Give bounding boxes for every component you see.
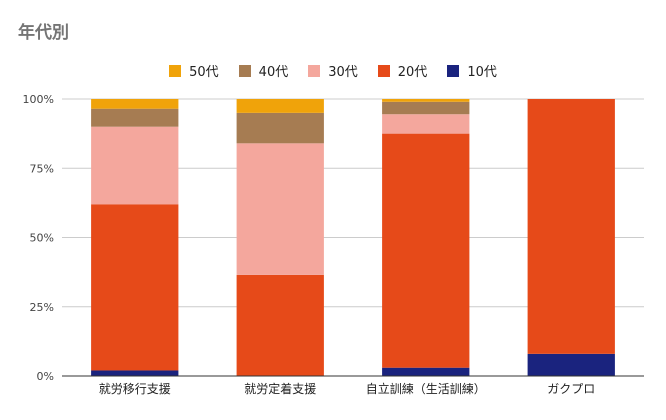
- y-tick-label: 50%: [30, 232, 54, 245]
- x-category-label: 自立訓練（生活訓練）: [366, 381, 486, 396]
- y-tick-label: 75%: [30, 162, 54, 175]
- legend-swatch: [447, 64, 460, 77]
- legend-item: 40代: [238, 61, 289, 80]
- bar-segment: [91, 370, 179, 376]
- bar-segment: [382, 99, 470, 102]
- bar-segment: [236, 143, 324, 275]
- legend-item: 30代: [308, 61, 358, 80]
- legend-label: 20代: [397, 65, 428, 80]
- y-tick-label: 100%: [23, 93, 54, 106]
- bar-segment: [236, 112, 324, 144]
- legend-label: 50代: [189, 65, 219, 80]
- y-tick-label: 0%: [37, 370, 54, 383]
- bar-segment: [91, 204, 179, 371]
- x-category-label: ガクプロ: [547, 382, 595, 396]
- bar-segment: [527, 99, 615, 354]
- bar-segment: [91, 108, 179, 127]
- legend-swatch: [169, 64, 182, 77]
- legend-swatch: [377, 64, 390, 77]
- legend-label: 10代: [467, 65, 497, 80]
- legend-item: 20代: [377, 61, 428, 80]
- bar-segment: [91, 99, 179, 109]
- bar-segment: [527, 353, 615, 376]
- legend: 50代 40代 30代 20代 10代: [0, 61, 666, 80]
- bar-segment: [382, 133, 470, 368]
- bar-segment: [236, 274, 324, 376]
- x-category-label: 就労移行支援: [99, 382, 171, 396]
- bar-segment: [91, 126, 179, 205]
- y-tick-label: 25%: [30, 301, 54, 314]
- chart-title: 年代別: [18, 23, 69, 43]
- legend-swatch: [308, 64, 321, 77]
- bar-segment: [382, 367, 470, 376]
- legend-item: 10代: [447, 61, 497, 80]
- bar-segment: [382, 101, 470, 115]
- legend-swatch: [238, 64, 251, 77]
- legend-label: 30代: [328, 65, 358, 80]
- legend-label: 40代: [258, 65, 289, 80]
- bar-segment: [382, 114, 470, 134]
- x-category-label: 就労定着支援: [244, 381, 316, 396]
- bar-segment: [236, 99, 324, 113]
- legend-item: 50代: [169, 61, 219, 80]
